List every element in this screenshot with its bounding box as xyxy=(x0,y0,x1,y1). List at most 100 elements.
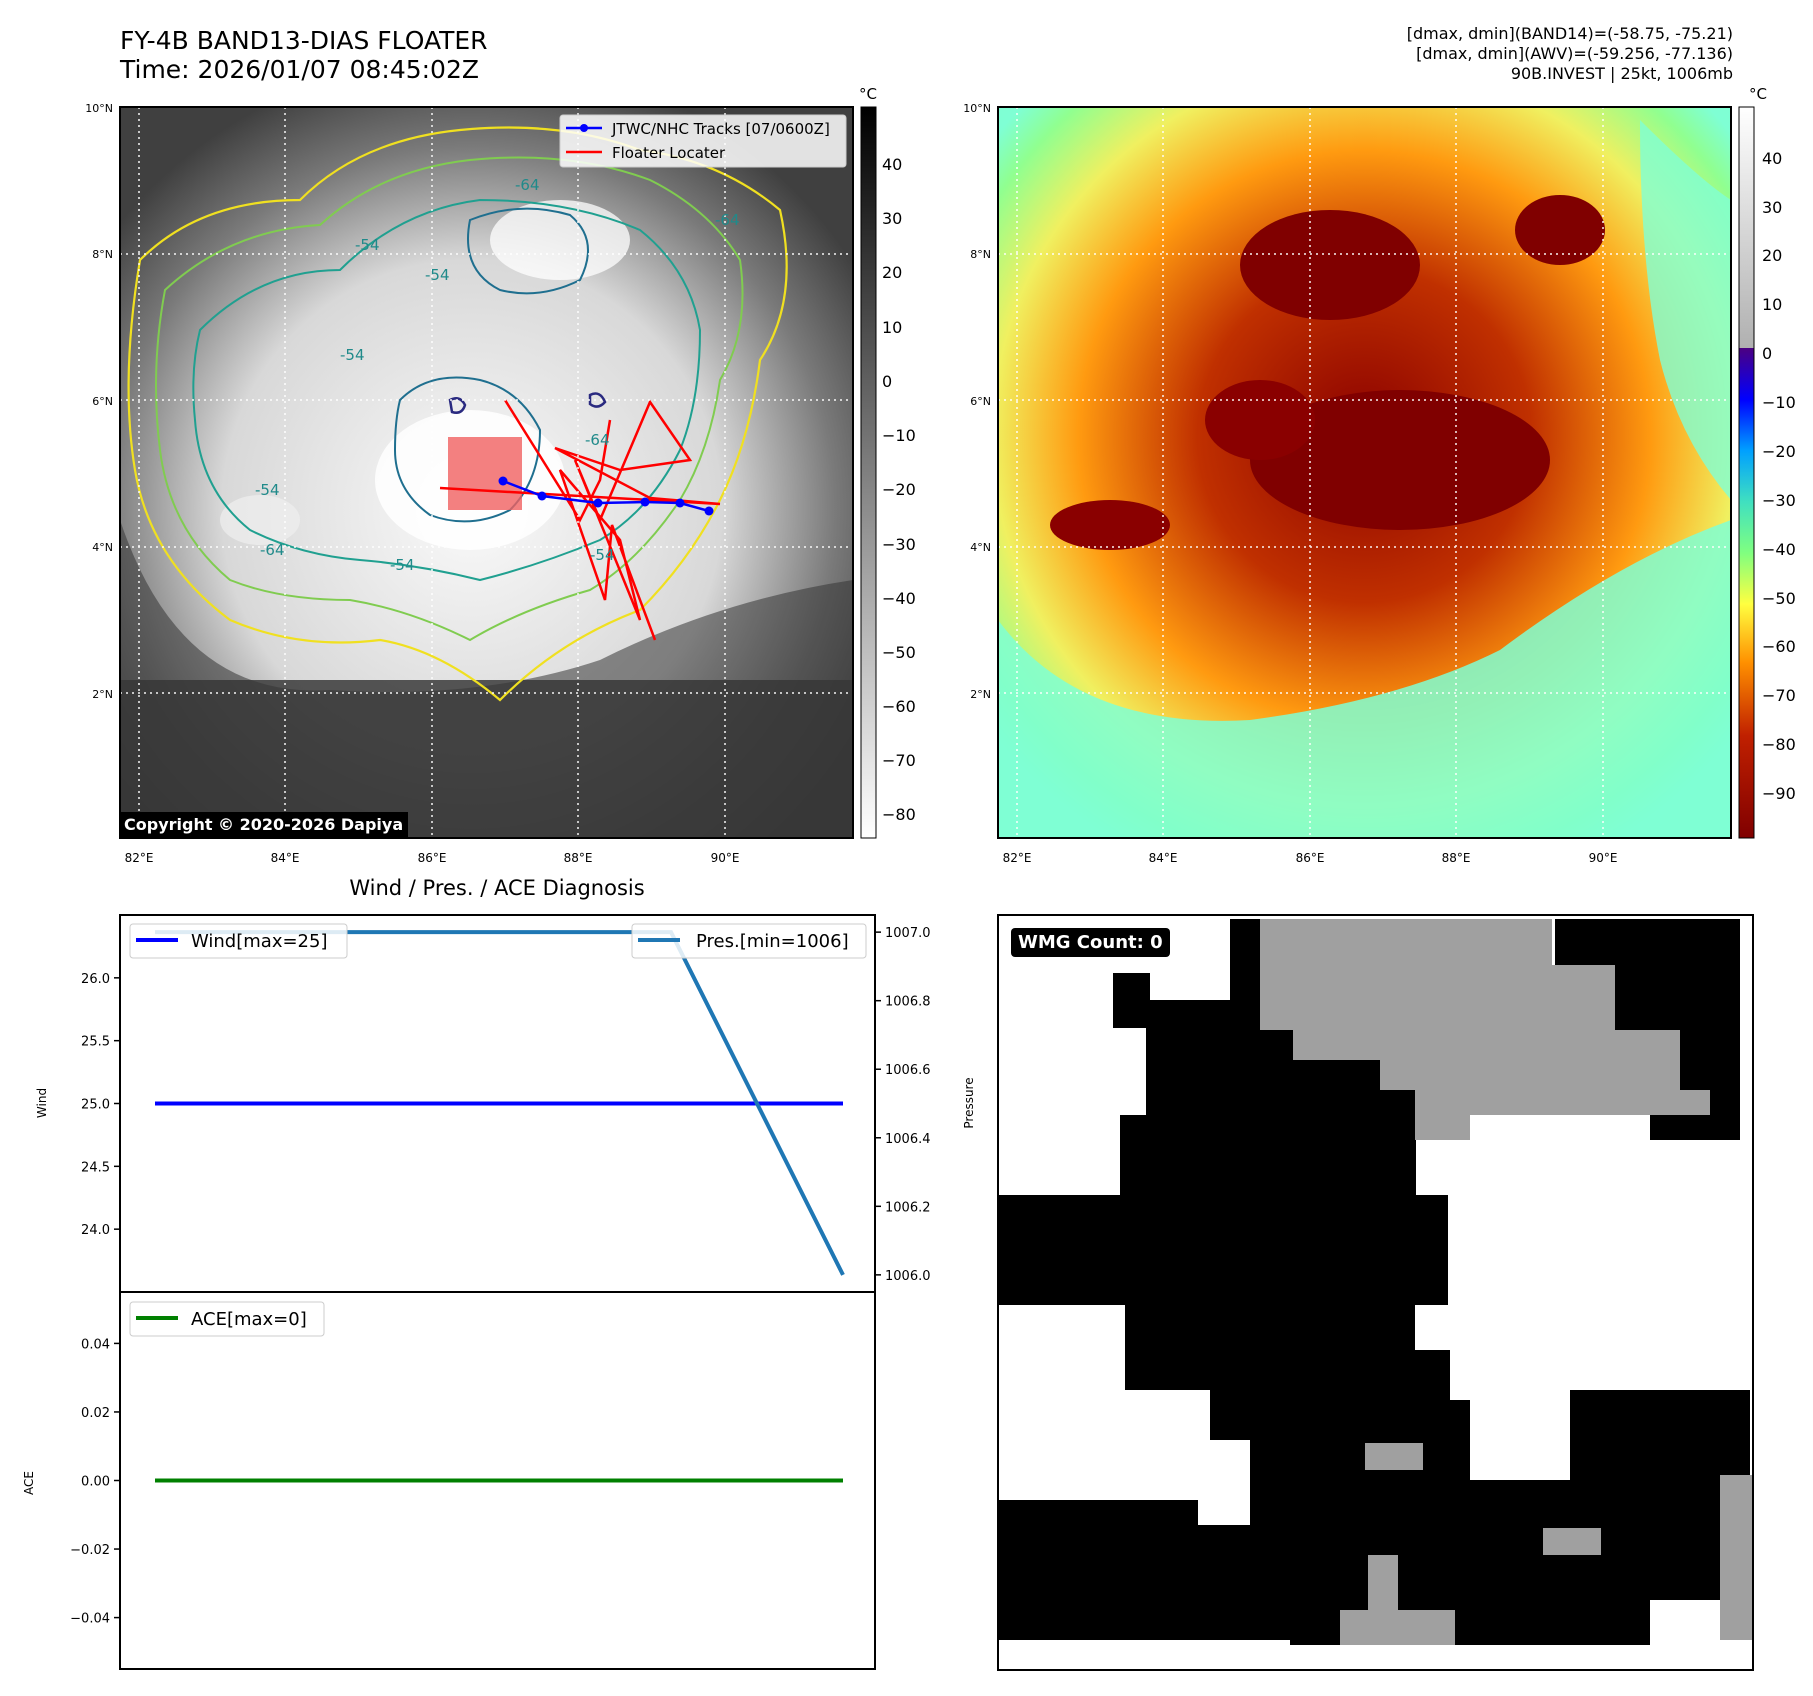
wind-legend: Wind[max=25] xyxy=(129,923,348,959)
track-point xyxy=(498,476,508,486)
ir-map-panel: -64 -54 -64 -54 -54 -64 -54 -64 -54 -54 … xyxy=(85,102,854,865)
wind-legend-label: Wind[max=25] xyxy=(191,931,328,952)
colorbar-tick: −70 xyxy=(882,751,916,770)
contour-label: -54 xyxy=(590,546,615,564)
wmg-count-label: WMG Count: 0 xyxy=(1011,928,1170,957)
lon-label: 86°E xyxy=(1296,851,1325,865)
contour-label: -64 xyxy=(260,541,285,559)
y-tick-label: −0.04 xyxy=(70,1612,110,1627)
storm-info: 90B.INVEST | 25kt, 1006mb xyxy=(1510,64,1733,83)
y-tick-label: 1007.0 xyxy=(885,926,931,941)
y-tick-label: 1006.4 xyxy=(885,1132,931,1147)
colorbar-tick: 10 xyxy=(1762,295,1782,314)
lon-label: 88°E xyxy=(1442,851,1471,865)
wmg-gray-region xyxy=(1260,919,1753,1645)
colorbar-tick-labels: 40 30 20 10 0 −10 −20 −30 −40 −50 −60 −7… xyxy=(882,155,916,824)
colorbar-tick: 20 xyxy=(882,263,902,282)
colorbar-tick: 10 xyxy=(882,318,902,337)
colorbar-tick: −80 xyxy=(882,805,916,824)
figure-title: FY-4B BAND13-DIAS FLOATER Time: 2026/01/… xyxy=(120,26,488,84)
colorbar-tick: −20 xyxy=(882,480,916,499)
pressure-axis-label: Pressure xyxy=(962,1077,976,1128)
track-point xyxy=(675,498,685,508)
colorbar-tick: −50 xyxy=(1762,589,1796,608)
lon-label: 84°E xyxy=(271,851,300,865)
track-point xyxy=(704,506,714,516)
colorbar-tick: −30 xyxy=(1762,491,1796,510)
floater-box xyxy=(448,437,522,510)
contour-yellow xyxy=(127,126,788,702)
colorbar-tick: 40 xyxy=(882,155,902,174)
y-tick-label: 25.0 xyxy=(81,1098,110,1113)
ace-y-ticks: 0.04 0.02 0.00 −0.02 −0.04 xyxy=(70,1337,120,1627)
ir-colorbar: °C 40 30 20 10 0 −10 −20 −30 −40 −50 −60… xyxy=(859,85,916,839)
y-tick-label: 1006.2 xyxy=(885,1200,931,1215)
track-point xyxy=(593,498,603,508)
contour-label: -54 xyxy=(390,556,415,574)
y-tick-label: 1006.6 xyxy=(885,1063,931,1078)
lat-label: 2°N xyxy=(92,688,113,701)
colorbar-unit: °C xyxy=(1749,85,1767,103)
lat-label: 8°N xyxy=(970,248,991,261)
contour-label: -64 xyxy=(515,176,540,194)
ir-lon-labels: 82°E 84°E 86°E 88°E 90°E xyxy=(125,851,740,865)
y-tick-label: 1006.8 xyxy=(885,995,931,1010)
lon-label: 86°E xyxy=(418,851,447,865)
lat-label: 2°N xyxy=(970,688,991,701)
figure-title-band: FY-4B BAND13-DIAS FLOATER xyxy=(120,26,488,55)
contour-label: -64 xyxy=(715,211,740,229)
wmg-panel xyxy=(997,914,1754,1671)
wind-y-ticks: 26.0 25.5 25.0 24.5 24.0 xyxy=(81,972,120,1238)
lon-label: 88°E xyxy=(564,851,593,865)
colorbar-tick: −40 xyxy=(882,589,916,608)
map-gridlines xyxy=(120,107,853,838)
ace-chart: ACE 0.04 0.02 0.00 −0.02 −0.04 ACE[max=0] xyxy=(22,1291,876,1670)
legend-track: JTWC/NHC Tracks [07/0600Z] xyxy=(611,120,830,138)
y-tick-label: 0.02 xyxy=(81,1406,110,1421)
lon-label: 90°E xyxy=(711,851,740,865)
y-tick-label: 1006.0 xyxy=(885,1269,931,1284)
contour-label: -64 xyxy=(585,431,610,449)
map-legend: JTWC/NHC Tracks [07/0600Z] Floater Locat… xyxy=(559,114,847,168)
diagnosis-title: Wind / Pres. / ACE Diagnosis xyxy=(349,876,644,900)
colorbar-tick: −10 xyxy=(1762,393,1796,412)
lon-label: 82°E xyxy=(1003,851,1032,865)
colorbar-tick-labels: 40 30 20 10 0 −10 −20 −30 −40 −50 −60 −7… xyxy=(1762,149,1796,803)
colorbar-tick: −30 xyxy=(882,535,916,554)
colorbar-tick: −10 xyxy=(882,426,916,445)
colorbar-tick: 20 xyxy=(1762,246,1782,265)
colorbar-tick: −50 xyxy=(882,643,916,662)
colorbar-tick: −20 xyxy=(1762,442,1796,461)
colorbar-tick: 30 xyxy=(1762,198,1782,217)
copyright-label: Copyright © 2020-2026 Dapiya xyxy=(119,812,409,837)
lat-label: 10°N xyxy=(85,102,113,115)
colorbar-tick: −80 xyxy=(1762,735,1796,754)
contour-teal xyxy=(192,198,702,582)
contour-green xyxy=(155,156,744,642)
y-tick-label: 24.0 xyxy=(81,1223,110,1238)
ace-legend-label: ACE[max=0] xyxy=(191,1309,307,1330)
floater-locater-line xyxy=(439,399,721,641)
colorbar-tick: −60 xyxy=(1762,637,1796,656)
wind-pressure-chart: Wind Pressure 26.0 25.5 25.0 24.5 24.0 1007.… xyxy=(35,914,976,1293)
ace-axis-label: ACE xyxy=(22,1471,36,1495)
lat-label: 4°N xyxy=(92,541,113,554)
y-tick-label: 26.0 xyxy=(81,972,110,987)
awv-gridlines xyxy=(998,107,1731,838)
jtwc-track-line xyxy=(502,479,710,513)
lat-label: 6°N xyxy=(92,395,113,408)
contour-label: -54 xyxy=(425,266,450,284)
y-tick-label: 24.5 xyxy=(81,1160,110,1175)
figure-stats: [dmax, dmin](BAND14)=(-58.75, -75.21) [d… xyxy=(1407,24,1733,84)
awv-range: [dmax, dmin](AWV)=(-59.256, -77.136) xyxy=(1416,44,1733,63)
track-point xyxy=(640,497,650,507)
colorbar-tick: 30 xyxy=(882,209,902,228)
lat-label: 6°N xyxy=(970,395,991,408)
awv-map-panel: 10°N 8°N 6°N 4°N 2°N 82°E 84°E 86°E 88°E… xyxy=(963,102,1732,865)
contour-label: -54 xyxy=(355,236,380,254)
pressure-legend-label: Pres.[min=1006] xyxy=(696,931,849,952)
figure-title-time: Time: 2026/01/07 08:45:02Z xyxy=(120,55,479,84)
colorbar-tick: −40 xyxy=(1762,540,1796,559)
y-tick-label: 0.00 xyxy=(81,1475,110,1490)
